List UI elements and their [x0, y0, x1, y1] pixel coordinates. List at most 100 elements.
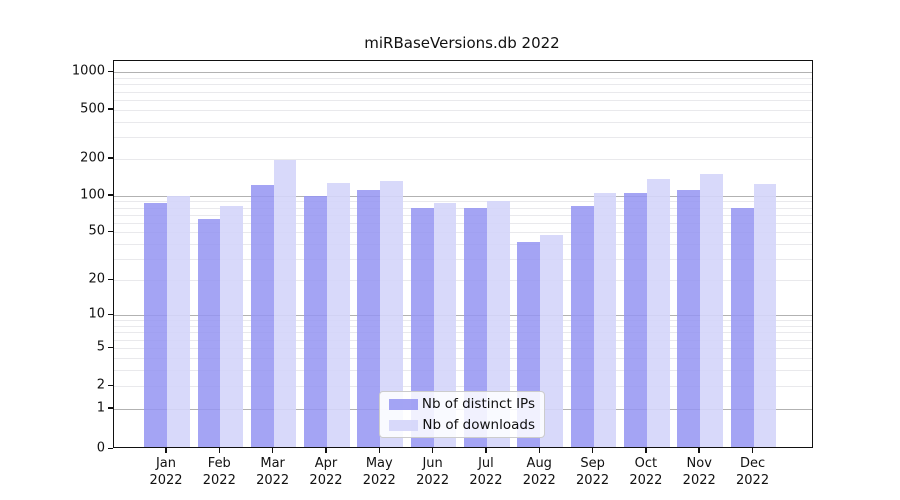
x-tick-label-apr: Apr 2022	[296, 455, 356, 489]
gridline-minor-700	[114, 91, 812, 93]
y-tick-label-20: 20	[88, 271, 105, 287]
x-tick-mark-sep	[591, 447, 594, 453]
x-tick-year: 2022	[736, 473, 770, 488]
bar-downloads-jun-2022	[433, 203, 457, 447]
gridline-minor-20	[114, 280, 812, 282]
y-tick-mark-500	[108, 108, 113, 110]
y-tick-label-10: 10	[88, 306, 105, 322]
y-tick-label-200: 200	[80, 150, 105, 166]
chart-title: miRBaseVersions.db 2022	[364, 34, 560, 52]
x-tick-mark-may	[378, 447, 381, 453]
bar-distinct-ips-sep-2022	[570, 205, 594, 447]
y-tick-label-1000: 1000	[71, 63, 105, 79]
gridline-minor-9	[114, 320, 812, 322]
gridline-major-10	[114, 315, 812, 317]
x-tick-year: 2022	[576, 473, 610, 488]
x-tick-mark-dec	[751, 447, 754, 453]
gridline-minor-50	[114, 232, 812, 234]
x-tick-mark-apr	[325, 447, 327, 453]
x-tick-label-may: May 2022	[349, 455, 409, 489]
y-tick-mark-1000	[108, 70, 113, 73]
x-tick-label-dec: Dec 2022	[723, 455, 783, 489]
x-tick-month: Jan	[155, 456, 177, 471]
gridline-minor-7	[114, 332, 812, 334]
legend-swatch-distinct-ips	[389, 398, 418, 410]
y-tick-mark-1	[108, 407, 113, 409]
x-tick-label-jul: Jul 2022	[456, 455, 516, 489]
x-tick-mark-mar	[271, 447, 274, 453]
x-tick-month: Jun	[422, 456, 443, 471]
y-tick-mark-50	[108, 230, 113, 233]
x-tick-label-sep: Sep 2022	[563, 455, 623, 489]
bar-downloads-sep-2022	[593, 193, 617, 447]
x-tick-mark-aug	[538, 447, 540, 453]
x-tick-label-nov: Nov 2022	[669, 455, 729, 489]
y-tick-label-50: 50	[88, 223, 105, 239]
gridline-minor-70	[114, 214, 812, 216]
x-tick-year: 2022	[362, 473, 396, 488]
bar-distinct-ips-oct-2022	[624, 192, 647, 447]
x-tick-label-oct: Oct 2022	[616, 455, 676, 489]
gridline-major-100	[114, 195, 812, 197]
y-tick-mark-5	[108, 346, 113, 349]
x-tick-month: Mar	[260, 456, 285, 471]
x-tick-year: 2022	[629, 473, 663, 488]
x-tick-month: Oct	[634, 456, 658, 471]
bar-downloads-oct-2022	[646, 178, 670, 447]
y-tick-label-0: 0	[96, 440, 105, 456]
x-tick-mark-jul	[485, 447, 487, 453]
legend-label-distinct-ips: Nb of distinct IPs	[421, 396, 535, 412]
bar-downloads-mar-2022	[273, 159, 297, 447]
gridline-minor-8	[114, 326, 812, 328]
bar-downloads-may-2022	[380, 181, 404, 447]
gridline-minor-600	[114, 99, 812, 101]
y-tick-label-2: 2	[96, 377, 105, 393]
x-tick-mark-jan	[165, 447, 167, 453]
x-tick-year: 2022	[682, 473, 716, 488]
legend-item-distinct-ips: Nb of distinct IPs	[389, 396, 535, 412]
bar-distinct-ips-apr-2022	[304, 195, 327, 447]
y-tick-mark-10	[108, 313, 113, 316]
bar-downloads-dec-2022	[753, 183, 777, 447]
bar-distinct-ips-nov-2022	[677, 190, 701, 447]
x-tick-label-jan: Jan 2022	[136, 455, 196, 489]
x-tick-mark-feb	[218, 447, 221, 453]
x-tick-label-aug: Aug 2022	[509, 455, 569, 489]
x-tick-mark-jun	[431, 447, 434, 453]
x-tick-month: Nov	[686, 456, 712, 471]
x-tick-year: 2022	[202, 473, 236, 488]
bar-distinct-ips-jul-2022	[464, 208, 487, 447]
bar-downloads-jul-2022	[486, 200, 510, 447]
bar-distinct-ips-jan-2022	[144, 203, 167, 447]
y-tick-label-500: 500	[80, 101, 105, 117]
y-tick-label-100: 100	[80, 187, 105, 203]
legend-label-downloads: Nb of downloads	[422, 417, 535, 433]
legend-item-downloads: Nb of downloads	[389, 417, 535, 433]
gridline-minor-3	[114, 370, 812, 372]
x-tick-month: Jul	[478, 456, 494, 471]
gridline-minor-300	[114, 136, 812, 138]
gridline-minor-900	[114, 78, 812, 80]
gridline-minor-200	[114, 158, 812, 160]
x-tick-mark-oct	[645, 447, 647, 453]
y-tick-mark-2	[108, 384, 113, 387]
gridline-minor-40	[114, 244, 812, 246]
gridline-minor-2	[114, 386, 812, 388]
bar-downloads-nov-2022	[700, 174, 724, 447]
legend-swatch-downloads	[389, 419, 418, 431]
x-tick-label-mar: Mar 2022	[243, 455, 303, 489]
x-tick-label-jun: Jun 2022	[403, 455, 463, 489]
x-tick-year: 2022	[522, 473, 556, 488]
bar-distinct-ips-mar-2022	[250, 185, 274, 447]
x-tick-year: 2022	[149, 473, 183, 488]
gridline-minor-90	[114, 201, 812, 203]
gridline-minor-30	[114, 259, 812, 261]
x-tick-month: Dec	[739, 456, 766, 471]
gridline-minor-6	[114, 339, 812, 341]
bar-distinct-ips-dec-2022	[730, 208, 754, 447]
x-tick-month: Aug	[526, 456, 552, 471]
x-tick-month: Apr	[314, 456, 338, 471]
gridline-minor-500	[114, 109, 812, 111]
y-tick-label-1: 1	[96, 400, 105, 416]
